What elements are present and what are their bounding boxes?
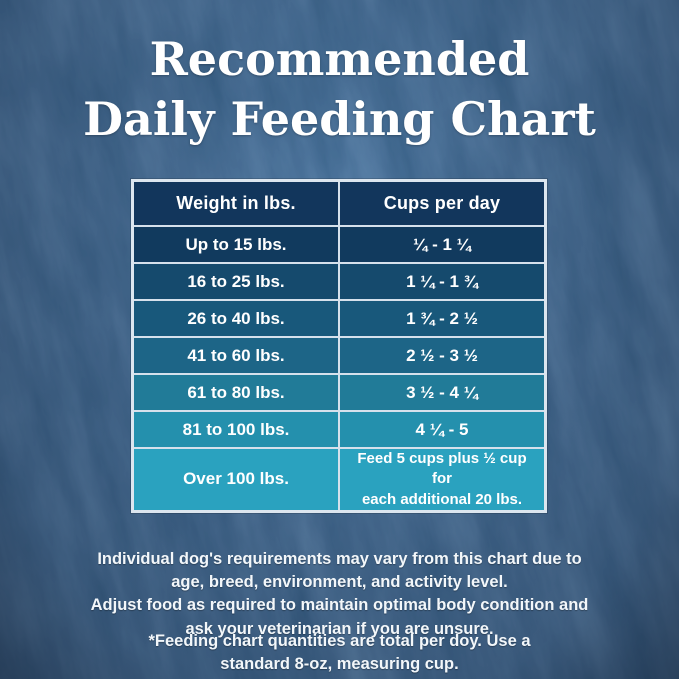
table-row: Up to 15 lbs. ¼ - 1 ¼ (131, 225, 547, 264)
column-header-cups: Cups per day (338, 179, 547, 227)
column-header-weight: Weight in lbs. (131, 179, 340, 227)
page-title: Recommended Daily Feeding Chart (0, 30, 679, 150)
weight-cell: Over 100 lbs. (131, 446, 340, 513)
cups-cell: 4 ¼ - 5 (338, 410, 547, 449)
table-row: 61 to 80 lbs. 3 ½ - 4 ¼ (131, 373, 547, 412)
table-row: 16 to 25 lbs. 1 ¼ - 1 ¾ (131, 262, 547, 301)
cups-cell: Feed 5 cups plus ½ cup for each addition… (338, 446, 547, 513)
weight-cell: 16 to 25 lbs. (131, 262, 340, 301)
page-title-line-2: Daily Feeding Chart (83, 91, 596, 146)
table-row: 26 to 40 lbs. 1 ¾ - 2 ½ (131, 299, 547, 338)
weight-cell: 26 to 40 lbs. (131, 299, 340, 338)
cups-cell: 1 ¼ - 1 ¾ (338, 262, 547, 301)
weight-cell: 61 to 80 lbs. (131, 373, 340, 412)
weight-cell: 81 to 100 lbs. (131, 410, 340, 449)
cups-cell: 3 ½ - 4 ¼ (338, 373, 547, 412)
weight-cell: Up to 15 lbs. (131, 225, 340, 264)
cups-cell: ¼ - 1 ¼ (338, 225, 547, 264)
disclaimer-text: Individual dog's requirements may vary f… (90, 549, 589, 638)
measuring-cup-note: *Feeding chart quantities are total per … (148, 631, 531, 673)
page-title-line-1: Recommended (149, 32, 530, 86)
table-row: 41 to 60 lbs. 2 ½ - 3 ½ (131, 336, 547, 375)
cups-cell: 2 ½ - 3 ½ (338, 336, 547, 375)
cups-cell: 1 ¾ - 2 ½ (338, 299, 547, 338)
table-row: 81 to 100 lbs. 4 ¼ - 5 (131, 410, 547, 449)
table-row: Over 100 lbs. Feed 5 cups plus ½ cup for… (131, 446, 547, 513)
table-header-row: Weight in lbs. Cups per day (131, 179, 547, 227)
weight-cell: 41 to 60 lbs. (131, 336, 340, 375)
feeding-table: Weight in lbs. Cups per day Up to 15 lbs… (131, 179, 547, 513)
